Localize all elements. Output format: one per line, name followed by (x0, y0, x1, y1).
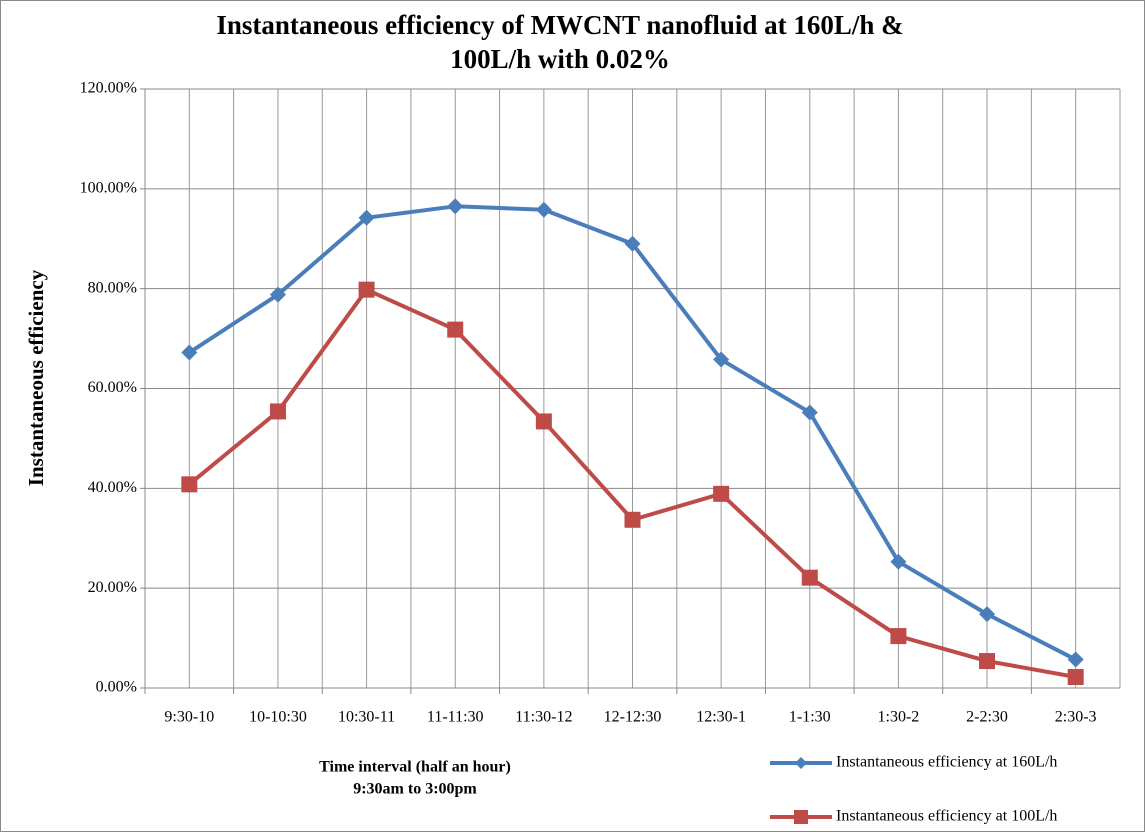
x-tick-label: 10-10:30 (249, 709, 307, 726)
y-tick-label: 100.00% (80, 180, 137, 197)
point (535, 201, 552, 218)
x-axis-label: 9:30am to 3:00pm (353, 781, 477, 798)
point (801, 569, 818, 586)
y-tick-label: 40.00% (88, 479, 137, 496)
point (358, 209, 375, 226)
x-tick-label: 12-12:30 (604, 709, 662, 726)
y-axis-label: Instantaneous efficiency (24, 269, 48, 486)
y-tick-label: 120.00% (80, 80, 137, 97)
point (269, 403, 286, 420)
point (1067, 651, 1084, 668)
point (447, 198, 464, 215)
point (269, 286, 286, 303)
y-tick-label: 80.00% (88, 279, 137, 296)
x-tick-label: 10:30-11 (338, 709, 395, 726)
y-tick-label: 20.00% (88, 579, 137, 596)
point (713, 351, 730, 368)
point (801, 404, 818, 421)
point (713, 485, 730, 502)
point (181, 476, 198, 493)
x-tick-label: 12:30-1 (696, 709, 746, 726)
point (1067, 669, 1084, 686)
y-tick-label: 60.00% (88, 379, 137, 396)
x-tick-label: 1-1:30 (789, 709, 831, 726)
point (890, 628, 907, 645)
point (979, 653, 996, 670)
point (624, 511, 641, 528)
x-tick-label: 9:30-10 (164, 709, 214, 726)
point (358, 281, 375, 298)
point (447, 321, 464, 338)
point (181, 344, 198, 361)
x-tick-label: 2-2:30 (966, 709, 1008, 726)
x-tick-label: 1:30-2 (878, 709, 920, 726)
legend-label: Instantaneous efficiency at 100L/h (836, 808, 1057, 825)
x-tick-label: 2:30-3 (1055, 709, 1097, 726)
point (535, 413, 552, 430)
y-tick-label: 0.00% (96, 679, 137, 696)
x-axis-label: Time interval (half an hour) (319, 759, 511, 776)
x-tick-label: 11-11:30 (427, 709, 484, 726)
chart-title: 100L/h with 0.02% (450, 44, 670, 74)
legend-label: Instantaneous efficiency at 160L/h (836, 754, 1057, 771)
point (624, 235, 641, 252)
point (979, 606, 996, 623)
x-tick-label: 11:30-12 (515, 709, 572, 726)
legend-marker (794, 810, 808, 824)
chart-title: Instantaneous efficiency of MWCNT nanofl… (216, 10, 903, 40)
legend-marker (795, 757, 807, 769)
point (890, 553, 907, 570)
